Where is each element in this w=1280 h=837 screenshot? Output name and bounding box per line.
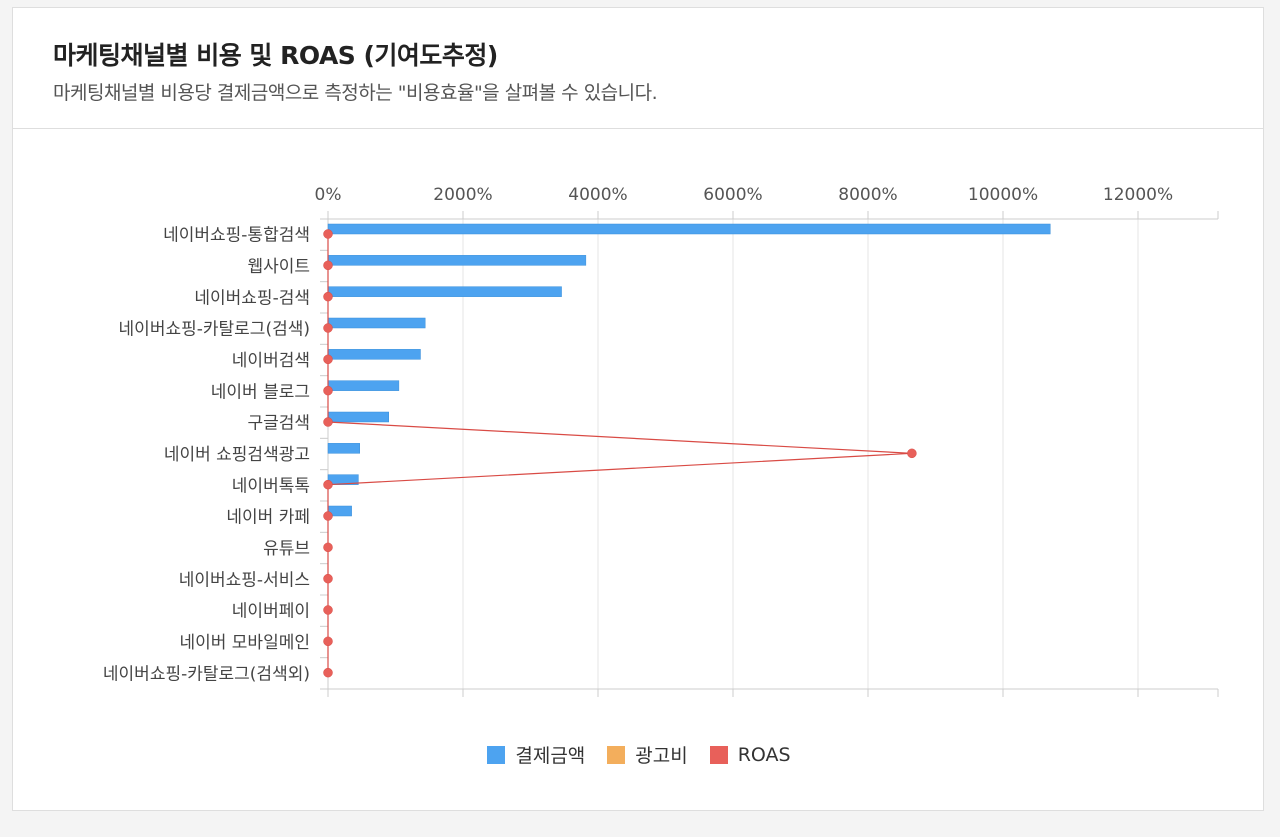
x-tick-label: 12000%	[1103, 185, 1173, 205]
chart-legend: 결제금액 광고비 ROAS	[13, 741, 1265, 768]
category-label: 네이버쇼핑-통합검색	[163, 226, 310, 246]
legend-swatch-payment	[487, 745, 506, 764]
legend-label-adcost: 광고비	[635, 745, 688, 767]
legend-swatch-roas	[709, 745, 728, 764]
roas-point[interactable]	[323, 636, 333, 647]
legend-item-roas[interactable]: ROAS	[709, 743, 791, 766]
roas-point[interactable]	[323, 385, 333, 396]
bar-payment[interactable]	[327, 255, 587, 266]
roas-point[interactable]	[323, 667, 333, 678]
legend-label-roas: ROAS	[737, 743, 791, 766]
roas-point[interactable]	[323, 605, 333, 615]
x-tick-label: 8000%	[838, 185, 897, 205]
bar-payment[interactable]	[327, 443, 360, 454]
roas-line	[327, 234, 912, 673]
category-label: 네이버 블로그	[211, 382, 310, 402]
category-label: 네이버쇼핑-서비스	[179, 570, 310, 590]
category-label: 유튜브	[263, 539, 310, 559]
bar-payment[interactable]	[327, 349, 421, 360]
category-label: 네이버페이	[232, 602, 310, 622]
category-label: 네이버 쇼핑검색광고	[164, 445, 310, 465]
bar-payment[interactable]	[327, 286, 562, 297]
category-label: 네이버 모바일메인	[179, 633, 310, 653]
category-label: 네이버검색	[232, 351, 310, 371]
roas-point[interactable]	[323, 291, 333, 302]
bar-payment[interactable]	[327, 411, 389, 423]
x-tick-label: 0%	[315, 185, 342, 205]
bar-payment[interactable]	[327, 317, 426, 329]
roas-point[interactable]	[323, 354, 333, 365]
roas-point[interactable]	[323, 511, 333, 521]
bar-payment[interactable]	[327, 380, 400, 391]
legend-item-payment[interactable]: 결제금액	[487, 741, 585, 768]
chart-title: 마케팅채널별 비용 및 ROAS (기여도추정)	[53, 41, 498, 70]
bar-payment[interactable]	[327, 474, 359, 485]
category-label: 네이버쇼핑-카탈로그(검색)	[119, 320, 310, 340]
roas-point[interactable]	[323, 323, 333, 333]
category-label: 웹사이트	[247, 257, 310, 277]
bar-payment[interactable]	[327, 223, 1051, 235]
roas-point[interactable]	[323, 229, 333, 239]
x-tick-label: 6000%	[703, 185, 762, 205]
category-label: 네이버 카페	[226, 508, 310, 528]
x-tick-label: 4000%	[568, 185, 627, 205]
roas-point[interactable]	[323, 542, 333, 553]
x-tick-label: 10000%	[968, 185, 1038, 205]
category-label: 네이버쇼핑-검색	[194, 288, 310, 308]
chart-card: 마케팅채널별 비용 및 ROAS (기여도추정) 마케팅채널별 비용당 결제금액…	[12, 7, 1264, 811]
legend-item-adcost[interactable]: 광고비	[607, 741, 688, 768]
roas-point[interactable]	[323, 260, 333, 271]
category-label: 구글검색	[247, 414, 310, 434]
roas-chart: 0% 2000% 4000% 6000% 8000% 10000% 12000% 네이버쇼핑-…	[103, 185, 1219, 697]
roas-point[interactable]	[323, 573, 333, 584]
legend-label-payment: 결제금액	[515, 745, 586, 767]
roas-point[interactable]	[907, 448, 917, 459]
category-label: 네이버쇼핑-카탈로그(검색외)	[103, 664, 310, 684]
card-header: 마케팅채널별 비용 및 ROAS (기여도추정) 마케팅채널별 비용당 결제금액…	[13, 8, 1263, 129]
chart-subtitle: 마케팅채널별 비용당 결제금액으로 측정하는 "비용효율"을 살펴볼 수 있습니…	[53, 82, 658, 104]
category-label: 네이버톡톡	[232, 476, 310, 496]
roas-point[interactable]	[323, 417, 333, 427]
roas-point[interactable]	[323, 479, 333, 490]
legend-swatch-adcost	[607, 745, 626, 764]
x-tick-label: 2000%	[433, 185, 492, 205]
